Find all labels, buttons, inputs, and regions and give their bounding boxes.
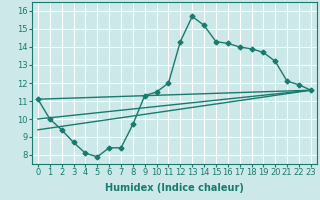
- X-axis label: Humidex (Indice chaleur): Humidex (Indice chaleur): [105, 183, 244, 193]
